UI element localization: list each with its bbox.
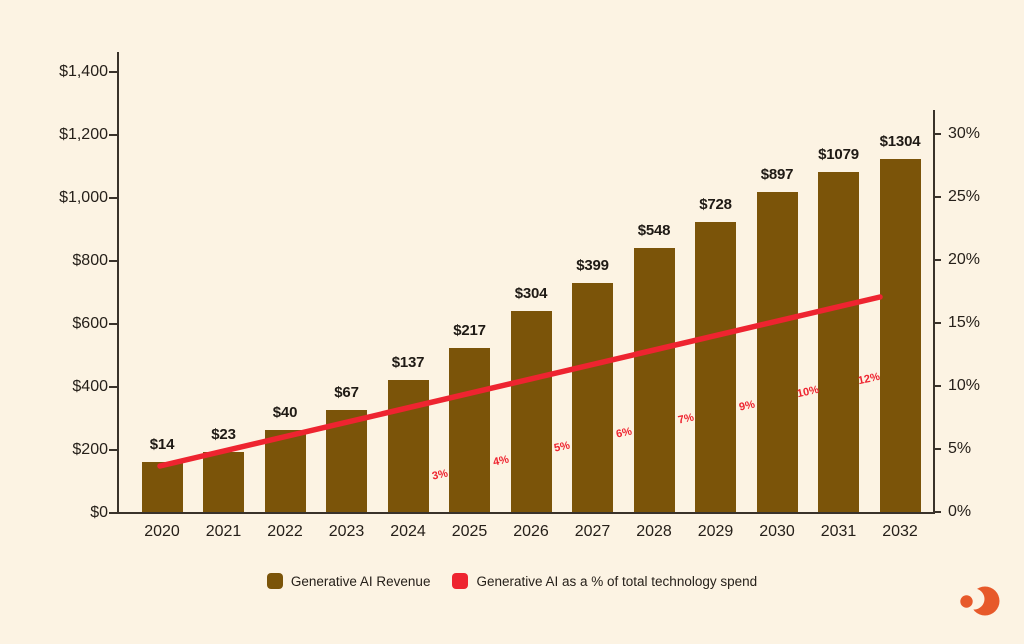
x-axis-tick-label-2022: 2022 <box>267 523 303 540</box>
line-point-label-7%: 7% <box>676 411 696 427</box>
x-axis-tick-label-2026: 2026 <box>513 523 549 540</box>
bar-2024 <box>387 380 429 513</box>
bar-2032 <box>879 159 921 513</box>
bar-value-label-2029: $728 <box>699 196 732 213</box>
bar-2020 <box>141 462 183 513</box>
left-axis-tick-mark <box>109 512 117 514</box>
bar-value-label-2030: $897 <box>760 166 794 183</box>
legend-swatch-revenue-icon <box>266 573 283 589</box>
left-axis-tick-mark <box>109 197 117 199</box>
bar-2025 <box>449 348 490 513</box>
bar-2028 <box>633 248 675 513</box>
line-point-label-4%: 4% <box>491 453 511 469</box>
bar-value-label-2032: $1304 <box>879 133 921 150</box>
line-point-label-10%: 10% <box>795 383 821 401</box>
left-axis-tick-mark <box>109 449 117 451</box>
bar-value-label-2027: $399 <box>576 257 609 274</box>
bar-2031 <box>818 172 859 513</box>
right-axis-tick-label: 30% <box>948 125 981 142</box>
right-axis-tick-label: 5% <box>948 440 972 457</box>
legend-item-pct-spend: Generative AI as a % of total technology… <box>452 573 757 589</box>
left-axis-tick-label: $400 <box>72 378 108 395</box>
left-axis-tick-label: $1,000 <box>59 189 108 206</box>
x-axis-tick-label-2027: 2027 <box>574 523 611 540</box>
x-axis-tick-label-2021: 2021 <box>205 523 242 540</box>
right-axis-tick-mark <box>933 259 941 261</box>
bar-2029 <box>695 222 736 513</box>
x-axis-tick-label-2023: 2023 <box>328 523 365 540</box>
bar-value-label-2026: $304 <box>514 285 548 302</box>
x-axis-tick-label-2032: 2032 <box>882 523 918 540</box>
right-axis-tick-mark <box>933 448 941 450</box>
brand-logo-icon <box>960 586 1000 616</box>
x-axis-tick-label-2025: 2025 <box>451 523 488 540</box>
bar-2021 <box>203 452 244 513</box>
left-axis-tick-label: $0 <box>90 504 108 521</box>
bar-value-label-2022: $40 <box>272 404 298 421</box>
bar-2023 <box>326 410 367 513</box>
left-axis-line <box>117 52 119 514</box>
bar-value-label-2028: $548 <box>637 222 671 239</box>
line-point-label-9%: 9% <box>737 398 757 414</box>
left-axis-tick-mark <box>109 260 117 262</box>
left-axis-tick-label: $200 <box>72 441 108 458</box>
right-axis-tick-mark <box>933 385 941 387</box>
legend-item-revenue: Generative AI Revenue <box>266 573 431 589</box>
legend-label-pct-spend: Generative AI as a % of total technology… <box>476 573 758 589</box>
legend-label-revenue: Generative AI Revenue <box>290 573 431 589</box>
bar-value-label-2023: $67 <box>334 384 359 401</box>
right-axis-tick-label: 15% <box>948 314 981 331</box>
left-axis-tick-label: $600 <box>72 315 108 332</box>
right-axis-tick-label: 0% <box>948 503 972 520</box>
x-axis-tick-label-2024: 2024 <box>390 523 426 540</box>
line-point-label-5%: 5% <box>552 439 572 455</box>
bar-2027 <box>572 283 613 513</box>
bar-2026 <box>510 311 552 513</box>
left-axis-tick-label: $1,200 <box>59 126 108 143</box>
right-axis-tick-mark <box>933 133 941 135</box>
right-axis-tick-label: 25% <box>948 188 981 205</box>
bar-value-label-2031: $1079 <box>818 146 859 163</box>
line-point-label-12%: 12% <box>856 370 882 388</box>
bar-value-label-2020: $14 <box>149 436 175 453</box>
bar-value-label-2021: $23 <box>211 426 236 443</box>
bar-value-label-2025: $217 <box>453 322 486 339</box>
left-axis-tick-label: $1,400 <box>59 63 108 80</box>
x-axis-line <box>117 512 935 514</box>
right-axis-tick-mark <box>933 511 941 513</box>
right-axis-tick-label: 10% <box>948 377 981 394</box>
left-axis-tick-mark <box>109 134 117 136</box>
legend: Generative AI Revenue Generative AI as a… <box>0 570 1024 592</box>
left-axis-tick-mark <box>109 71 117 73</box>
bar-2030 <box>756 192 798 513</box>
x-axis-tick-label-2020: 2020 <box>144 523 180 540</box>
right-axis-tick-mark <box>933 196 941 198</box>
x-axis-tick-label-2031: 2031 <box>820 523 857 540</box>
left-axis-tick-mark <box>109 323 117 325</box>
left-axis-tick-mark <box>109 386 117 388</box>
line-point-label-6%: 6% <box>614 425 634 441</box>
bar-value-label-2024: $137 <box>391 354 425 371</box>
left-axis-tick-label: $800 <box>72 252 108 269</box>
bar-2022 <box>264 430 306 513</box>
line-point-label-3%: 3% <box>430 467 450 483</box>
legend-swatch-pct-spend-icon <box>452 573 469 589</box>
x-axis-tick-label-2029: 2029 <box>697 523 734 540</box>
right-axis-tick-label: 20% <box>948 251 981 268</box>
right-axis-line <box>933 110 935 514</box>
right-axis-tick-mark <box>933 322 941 324</box>
x-axis-tick-label-2030: 2030 <box>759 523 795 540</box>
x-axis-tick-label-2028: 2028 <box>636 523 672 540</box>
